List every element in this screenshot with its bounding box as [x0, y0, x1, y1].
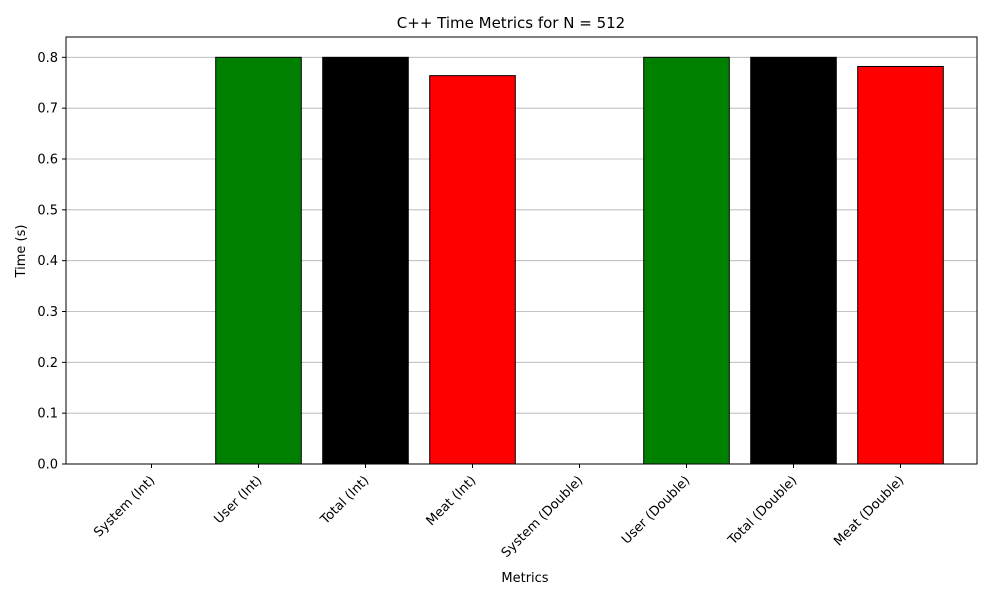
x-axis-label: Metrics [501, 571, 548, 586]
bar [857, 65, 944, 465]
bar [643, 56, 730, 465]
grid-lines [66, 56, 977, 414]
x-axis-ticks: System (Int) User (Int) Total (Int) Meat (I… [91, 464, 907, 561]
y-tick-label: 0.1 [37, 407, 58, 422]
x-tick-label: User (Int) [212, 473, 266, 527]
bars [215, 56, 944, 465]
x-tick-label: Meat (Int) [424, 473, 480, 529]
bar [429, 75, 516, 465]
bar [322, 56, 409, 465]
x-tick-label: Total (Double) [725, 473, 800, 548]
x-tick-label: Meat (Double) [831, 473, 907, 549]
y-tick-label: 0.0 [37, 458, 58, 473]
x-tick-label: User (Double) [619, 473, 693, 547]
bar [215, 56, 302, 465]
plot-frame [65, 36, 978, 465]
y-axis-label: Time (s) [14, 225, 29, 279]
y-tick-label: 0.3 [37, 305, 58, 320]
y-tick-label: 0.6 [37, 153, 58, 168]
y-tick-label: 0.5 [37, 203, 58, 218]
x-tick-label: System (Int) [91, 473, 158, 540]
y-tick-label: 0.8 [37, 51, 58, 66]
y-axis-ticks: 0.0 0.1 0.2 0.3 0.4 0.5 0.6 0.7 0.8 [37, 51, 66, 473]
bar [750, 56, 837, 465]
y-tick-label: 0.7 [37, 102, 58, 117]
x-tick-label: System (Double) [499, 473, 587, 561]
chart-title: C++ Time Metrics for N = 512 [397, 14, 625, 32]
y-tick-label: 0.2 [37, 356, 58, 371]
x-tick-label: Total (Int) [317, 473, 372, 528]
y-tick-label: 0.4 [37, 254, 58, 269]
